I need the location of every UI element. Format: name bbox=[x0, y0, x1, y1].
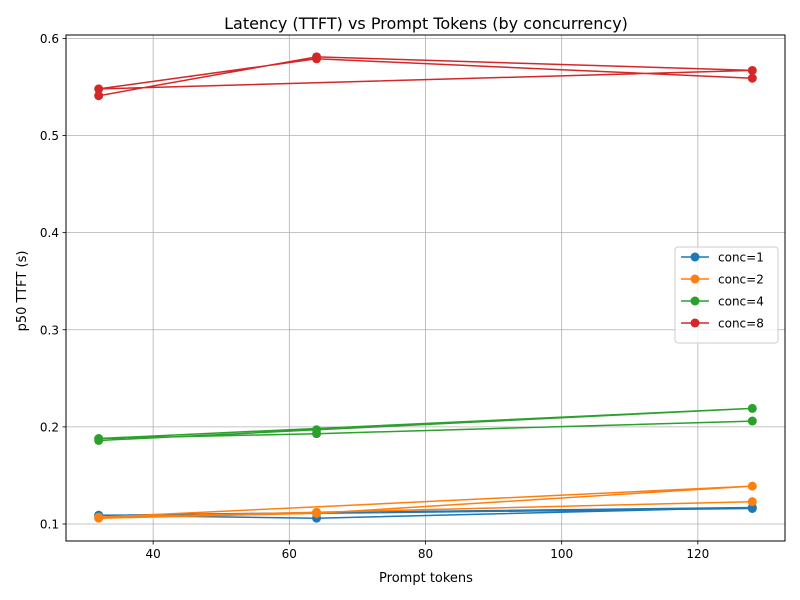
data-point bbox=[312, 507, 322, 517]
data-point bbox=[94, 84, 104, 94]
x-tick-label: 120 bbox=[686, 547, 709, 561]
y-tick-label: 0.1 bbox=[40, 518, 59, 532]
data-point bbox=[747, 403, 757, 413]
data-point bbox=[747, 481, 757, 491]
legend-label: conc=4 bbox=[718, 295, 764, 309]
legend-marker bbox=[690, 252, 700, 262]
ticks: 40 60 80 100 120 0.1 0.2 0.3 0.4 0.5 0.6 bbox=[40, 32, 709, 561]
legend: conc=1 conc=2 conc=4 conc=8 bbox=[674, 246, 779, 344]
series-conc=2 bbox=[94, 481, 757, 523]
chart-title: Latency (TTFT) vs Prompt Tokens (by conc… bbox=[224, 14, 628, 33]
data-point bbox=[94, 512, 104, 522]
legend-marker bbox=[690, 274, 700, 284]
x-tick-label: 40 bbox=[146, 547, 161, 561]
data-point bbox=[312, 429, 322, 439]
x-tick-label: 60 bbox=[282, 547, 297, 561]
series-line bbox=[97, 506, 754, 519]
data-point bbox=[747, 73, 757, 83]
y-tick-label: 0.6 bbox=[40, 32, 59, 46]
legend-item: conc=4 bbox=[681, 295, 764, 309]
y-tick-label: 0.5 bbox=[40, 129, 59, 143]
x-tick-label: 100 bbox=[550, 547, 573, 561]
legend-label: conc=2 bbox=[718, 273, 764, 287]
data-point bbox=[747, 503, 757, 513]
series-line bbox=[97, 485, 754, 519]
series-conc=8 bbox=[94, 52, 757, 101]
x-tick-label: 80 bbox=[418, 547, 433, 561]
legend-marker bbox=[690, 296, 700, 306]
series-line bbox=[97, 407, 754, 442]
data-point bbox=[747, 65, 757, 75]
y-axis-label: p50 TTFT (s) bbox=[15, 251, 30, 332]
legend-item: conc=8 bbox=[681, 317, 764, 331]
legend-item: conc=1 bbox=[681, 251, 764, 265]
series-layer bbox=[94, 52, 757, 523]
legend-box bbox=[674, 246, 779, 344]
series-line bbox=[97, 56, 754, 97]
data-point bbox=[747, 497, 757, 507]
series-conc=4 bbox=[94, 403, 757, 445]
y-tick-label: 0.2 bbox=[40, 420, 59, 434]
legend-marker bbox=[690, 318, 700, 328]
legend-label: conc=8 bbox=[718, 317, 764, 331]
legend-label: conc=1 bbox=[718, 251, 764, 265]
data-point bbox=[312, 54, 322, 64]
y-tick-label: 0.3 bbox=[40, 323, 59, 337]
y-tick-label: 0.4 bbox=[40, 226, 59, 240]
x-axis-label: Prompt tokens bbox=[379, 571, 473, 586]
legend-item: conc=2 bbox=[681, 273, 764, 287]
data-point bbox=[747, 416, 757, 426]
grid bbox=[66, 35, 785, 541]
data-point bbox=[94, 434, 104, 444]
data-point bbox=[94, 91, 104, 101]
